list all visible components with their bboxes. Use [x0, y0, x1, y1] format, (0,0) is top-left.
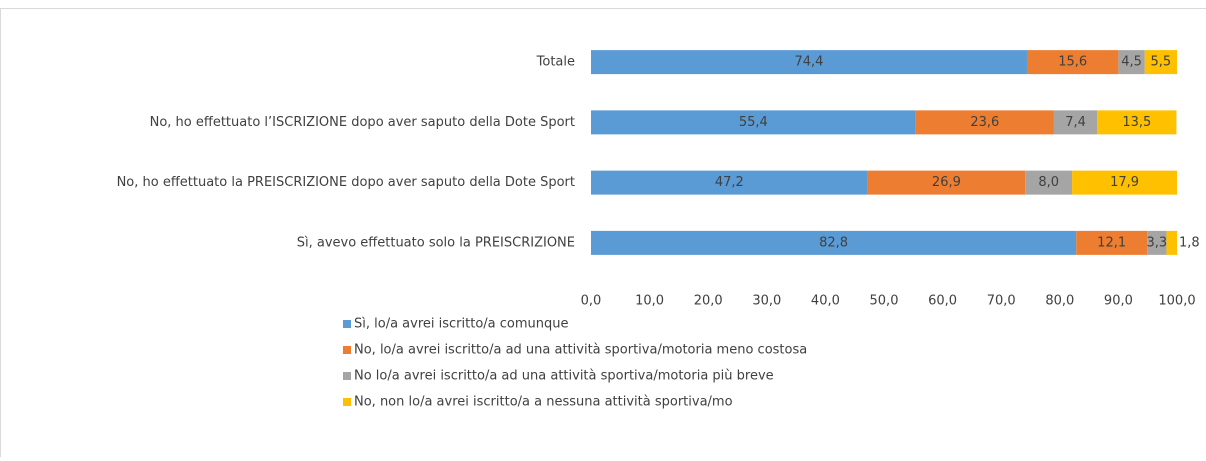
- data-label: 74,4: [795, 55, 824, 70]
- legend-swatch: [343, 398, 351, 406]
- x-tick-label: 10,0: [635, 294, 664, 309]
- y-tick-label: No, ho effettuato la PREISCRIZIONE dopo …: [117, 175, 575, 190]
- data-label: 8,0: [1038, 175, 1059, 190]
- y-tick-label: No, ho effettuato l’ISCRIZIONE dopo aver…: [150, 115, 575, 130]
- x-tick-label: 30,0: [752, 294, 781, 309]
- data-label: 15,6: [1058, 55, 1087, 70]
- x-tick-label: 80,0: [1045, 294, 1074, 309]
- data-label: 17,9: [1110, 175, 1139, 190]
- data-label: 55,4: [739, 115, 768, 130]
- x-tick-label: 90,0: [1104, 294, 1133, 309]
- x-tick-label: 100,0: [1158, 294, 1195, 309]
- legend-swatch: [343, 372, 351, 380]
- data-label: 1,8: [1179, 235, 1200, 250]
- x-tick-label: 0,0: [581, 294, 602, 309]
- x-tick-label: 50,0: [870, 294, 899, 309]
- data-label: 26,9: [932, 175, 961, 190]
- data-label: 12,1: [1097, 235, 1126, 250]
- legend-swatch: [343, 320, 351, 328]
- data-label: 82,8: [819, 235, 848, 250]
- legend-swatch: [343, 346, 351, 354]
- bar-segment: [1166, 231, 1177, 255]
- x-tick-label: 60,0: [928, 294, 957, 309]
- data-label: 47,2: [715, 175, 744, 190]
- x-tick-label: 40,0: [811, 294, 840, 309]
- legend-label: No, non lo/a avrei iscritto/a a nessuna …: [354, 395, 733, 410]
- x-tick-label: 70,0: [987, 294, 1016, 309]
- data-label: 5,5: [1151, 55, 1172, 70]
- y-tick-label: Sì, avevo effettuato solo la PREISCRIZIO…: [297, 235, 575, 250]
- data-label: 13,5: [1122, 115, 1151, 130]
- data-label: 23,6: [970, 115, 999, 130]
- y-tick-label: Totale: [536, 55, 575, 70]
- data-label: 3,3: [1146, 235, 1167, 250]
- legend-label: Sì, lo/a avrei iscritto/a comunque: [354, 317, 568, 332]
- data-label: 4,5: [1121, 55, 1142, 70]
- x-tick-label: 20,0: [694, 294, 723, 309]
- data-label: 7,4: [1065, 115, 1086, 130]
- legend-label: No, lo/a avrei iscritto/a ad una attivit…: [354, 343, 807, 358]
- legend-label: No lo/a avrei iscritto/a ad una attività…: [354, 369, 774, 384]
